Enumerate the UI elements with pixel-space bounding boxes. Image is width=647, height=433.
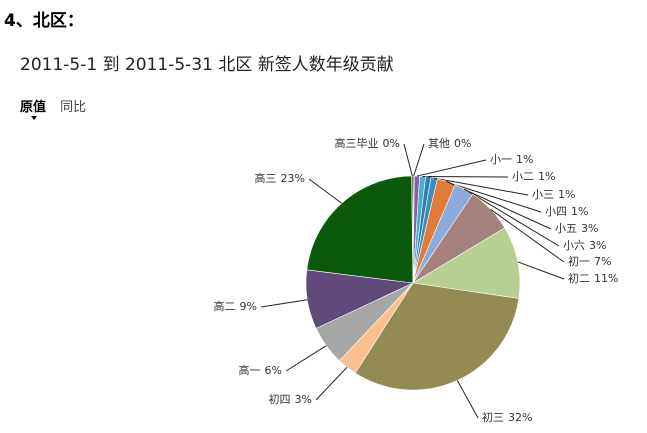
slice-label: 初二 11% [568, 271, 618, 285]
leader-line [416, 159, 487, 177]
slice-value: 6% [265, 364, 282, 377]
leader-line [517, 261, 565, 280]
slice-value: 11% [594, 272, 618, 285]
slice-label: 初一 7% [568, 254, 611, 268]
leader-line [260, 299, 308, 308]
leader-line [285, 345, 327, 372]
slice-name: 高一 [239, 363, 261, 377]
slice-value: 0% [383, 137, 400, 150]
slice-value: 7% [594, 255, 611, 268]
leader-line [490, 208, 565, 263]
tab[interactable]: 原值 [20, 100, 47, 115]
slice-label: 高二 9% [214, 299, 257, 313]
slice-name: 高三毕业 [335, 136, 379, 150]
slice-label: 高三 23% [255, 171, 305, 185]
slice-name: 初一 [568, 254, 590, 268]
slice-value: 1% [571, 205, 588, 218]
slice-name: 初四 [269, 392, 291, 406]
slice-name: 初三 [482, 410, 504, 424]
leader-line [463, 188, 560, 247]
leader-line [456, 380, 479, 419]
slice-name: 小六 [563, 239, 585, 252]
slice-name: 小三 [532, 188, 554, 201]
slice-name: 其他 [428, 137, 450, 150]
slice-label: 小一 1% [490, 153, 533, 166]
slice-value: 9% [240, 300, 257, 313]
slice-label: 小二 1% [512, 170, 555, 183]
slice-value: 3% [589, 239, 606, 252]
pie-slice [306, 175, 414, 284]
leader-line [308, 178, 342, 204]
leader-line [413, 143, 425, 177]
slice-label: 初四 3% [269, 392, 312, 406]
slice-label: 初三 32% [482, 410, 532, 424]
slice-name: 小一 [490, 153, 512, 166]
slice-label: 高三毕业 0% [335, 136, 400, 150]
slice-name: 小四 [545, 205, 567, 218]
leader-line [428, 176, 529, 196]
slice-name: 初二 [568, 271, 590, 285]
tab[interactable]: 同比 [60, 100, 87, 115]
leader-line [422, 175, 509, 178]
slice-label: 高一 6% [239, 363, 282, 377]
slice-name: 小二 [512, 170, 534, 183]
slice-value: 32% [508, 411, 532, 424]
slice-label: 其他 0% [428, 137, 471, 150]
chart-title: 2011-5-1 到 2011-5-31 北区 新签人数年级贡献 [20, 55, 394, 75]
slice-label: 小六 3% [563, 239, 606, 252]
leader-line [403, 143, 413, 177]
slice-value: 3% [295, 393, 312, 406]
tab-caret [31, 116, 37, 120]
slice-name: 高二 [214, 299, 236, 313]
leader-line [315, 366, 348, 401]
slice-name: 小五 [555, 222, 577, 235]
slice-label: 小三 1% [532, 188, 575, 201]
slice-value: 1% [558, 188, 575, 201]
slice-label: 小四 1% [545, 205, 588, 218]
slice-value: 3% [581, 222, 598, 235]
slice-value: 1% [516, 153, 533, 166]
section-header: 4、北区： [4, 11, 84, 31]
slice-name: 高三 [255, 171, 277, 185]
slice-label: 小五 3% [555, 222, 598, 235]
slice-value: 0% [454, 137, 471, 150]
tabs: 原值 同比 [20, 96, 96, 115]
pie-slice [412, 227, 521, 299]
slice-value: 23% [281, 172, 305, 185]
slice-value: 1% [538, 170, 555, 183]
